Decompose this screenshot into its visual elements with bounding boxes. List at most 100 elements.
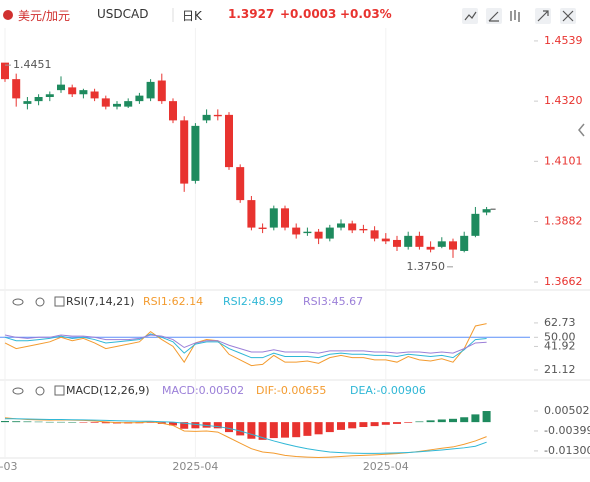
macd-bar <box>247 422 256 439</box>
macd-bar <box>381 422 390 425</box>
candle-body <box>135 95 144 102</box>
macd-bar <box>325 422 334 433</box>
macd-bar <box>303 422 312 436</box>
macd-bar <box>101 422 110 424</box>
change-pct: +0.03% <box>340 7 392 21</box>
candle-body <box>157 80 166 102</box>
macd-bar <box>370 422 379 427</box>
checkbox-icon[interactable] <box>54 296 65 307</box>
macd-bar <box>449 418 457 423</box>
candle-body <box>303 231 312 234</box>
candle-body <box>113 103 121 107</box>
macd-bar <box>482 411 491 423</box>
indicator-line <box>4 334 487 354</box>
candle-body <box>460 235 469 251</box>
y-tick-label: 1.4539 <box>544 34 583 47</box>
candle-body <box>225 114 233 168</box>
candle-body <box>348 223 357 231</box>
gear-icon[interactable] <box>35 386 45 396</box>
x-tick-label: 5-03 <box>0 460 17 473</box>
candle-body <box>12 79 21 99</box>
macd-bar <box>460 417 469 423</box>
candle-body <box>449 241 457 250</box>
y-tick-label: 1.3882 <box>544 215 583 228</box>
y-tick-label: 1.3662 <box>544 275 583 288</box>
panel-title: MACD(12,26,9) <box>66 384 150 397</box>
macd-bar <box>68 422 77 423</box>
collapse-arrow[interactable] <box>578 123 585 137</box>
candle-body <box>202 114 211 121</box>
macd-bar <box>146 422 155 423</box>
y-tick-label: 50.00 <box>544 330 576 343</box>
macd-bar <box>437 419 446 423</box>
macd-bar <box>426 420 435 423</box>
legend-entry: DEA:-0.00906 <box>350 384 426 397</box>
macd-bar <box>281 422 289 438</box>
annotation: 1.3750 <box>407 260 446 273</box>
y-tick-label: 62.73 <box>544 316 576 329</box>
candle-body <box>23 101 32 104</box>
macd-bar <box>348 422 357 429</box>
macd-bar <box>337 422 345 430</box>
candle-body <box>381 238 390 242</box>
tool-fullscreen-icon <box>537 10 549 22</box>
candle-body <box>1 62 9 80</box>
pair: 美元/加元 <box>18 9 71 23</box>
indicator-line <box>4 417 487 459</box>
candle-body <box>471 213 480 236</box>
candle-body <box>404 235 413 247</box>
candle-body <box>292 227 301 235</box>
candle-body <box>213 114 222 117</box>
eye-icon[interactable] <box>12 298 24 306</box>
eye-icon[interactable] <box>12 387 24 395</box>
macd-bar <box>12 421 21 423</box>
y-tick-label: 41.92 <box>544 339 576 352</box>
candle-body <box>415 235 424 247</box>
macd-bar <box>258 422 267 440</box>
y-tick-label: 0.00502 <box>544 404 590 417</box>
candle-body <box>269 208 278 228</box>
macd-bar <box>34 421 43 423</box>
flag-icon <box>3 10 13 20</box>
candle-body <box>337 223 345 228</box>
candle-body <box>180 120 189 184</box>
macd-bar <box>213 422 222 429</box>
candle-body <box>169 101 177 121</box>
macd-bar <box>404 422 413 423</box>
tool-indicator-icon <box>464 11 477 21</box>
x-tick-label: 2025-04 <box>363 460 409 473</box>
y-tick-label: -0.00399 <box>544 424 590 437</box>
candle-body <box>258 227 267 229</box>
macd-bar <box>225 422 233 433</box>
macd-bar <box>415 421 424 423</box>
tool-candle-icon[interactable] <box>510 10 520 22</box>
macd-bar <box>292 422 301 438</box>
period[interactable]: 日K <box>182 9 202 23</box>
candle-body <box>124 101 133 107</box>
checkbox-icon[interactable] <box>54 385 65 396</box>
macd-bar <box>393 422 401 424</box>
macd-bar <box>169 422 177 426</box>
candle-body <box>370 230 379 239</box>
candle-body <box>314 231 323 239</box>
y-tick-label: 1.4101 <box>544 154 583 167</box>
macd-bar <box>45 421 54 423</box>
candle-body <box>79 90 88 95</box>
candle-body <box>90 91 99 99</box>
macd-bar <box>23 421 32 423</box>
annotation: 1.4451 <box>13 58 52 71</box>
change: +0.0003 <box>280 7 337 21</box>
toolbar[interactable] <box>462 8 576 24</box>
candle-body <box>393 239 401 247</box>
rsi-panel-icons <box>12 296 65 396</box>
candle-body <box>34 97 43 102</box>
candle-body <box>146 81 155 99</box>
y-tick-label: 1.4320 <box>544 94 583 107</box>
macd-bar <box>191 422 200 429</box>
gear-icon[interactable] <box>35 297 45 307</box>
price: 1.3927 <box>228 7 275 21</box>
candle-body <box>236 167 245 201</box>
indicator-line <box>4 323 487 367</box>
tool-draw-icon <box>488 11 499 22</box>
